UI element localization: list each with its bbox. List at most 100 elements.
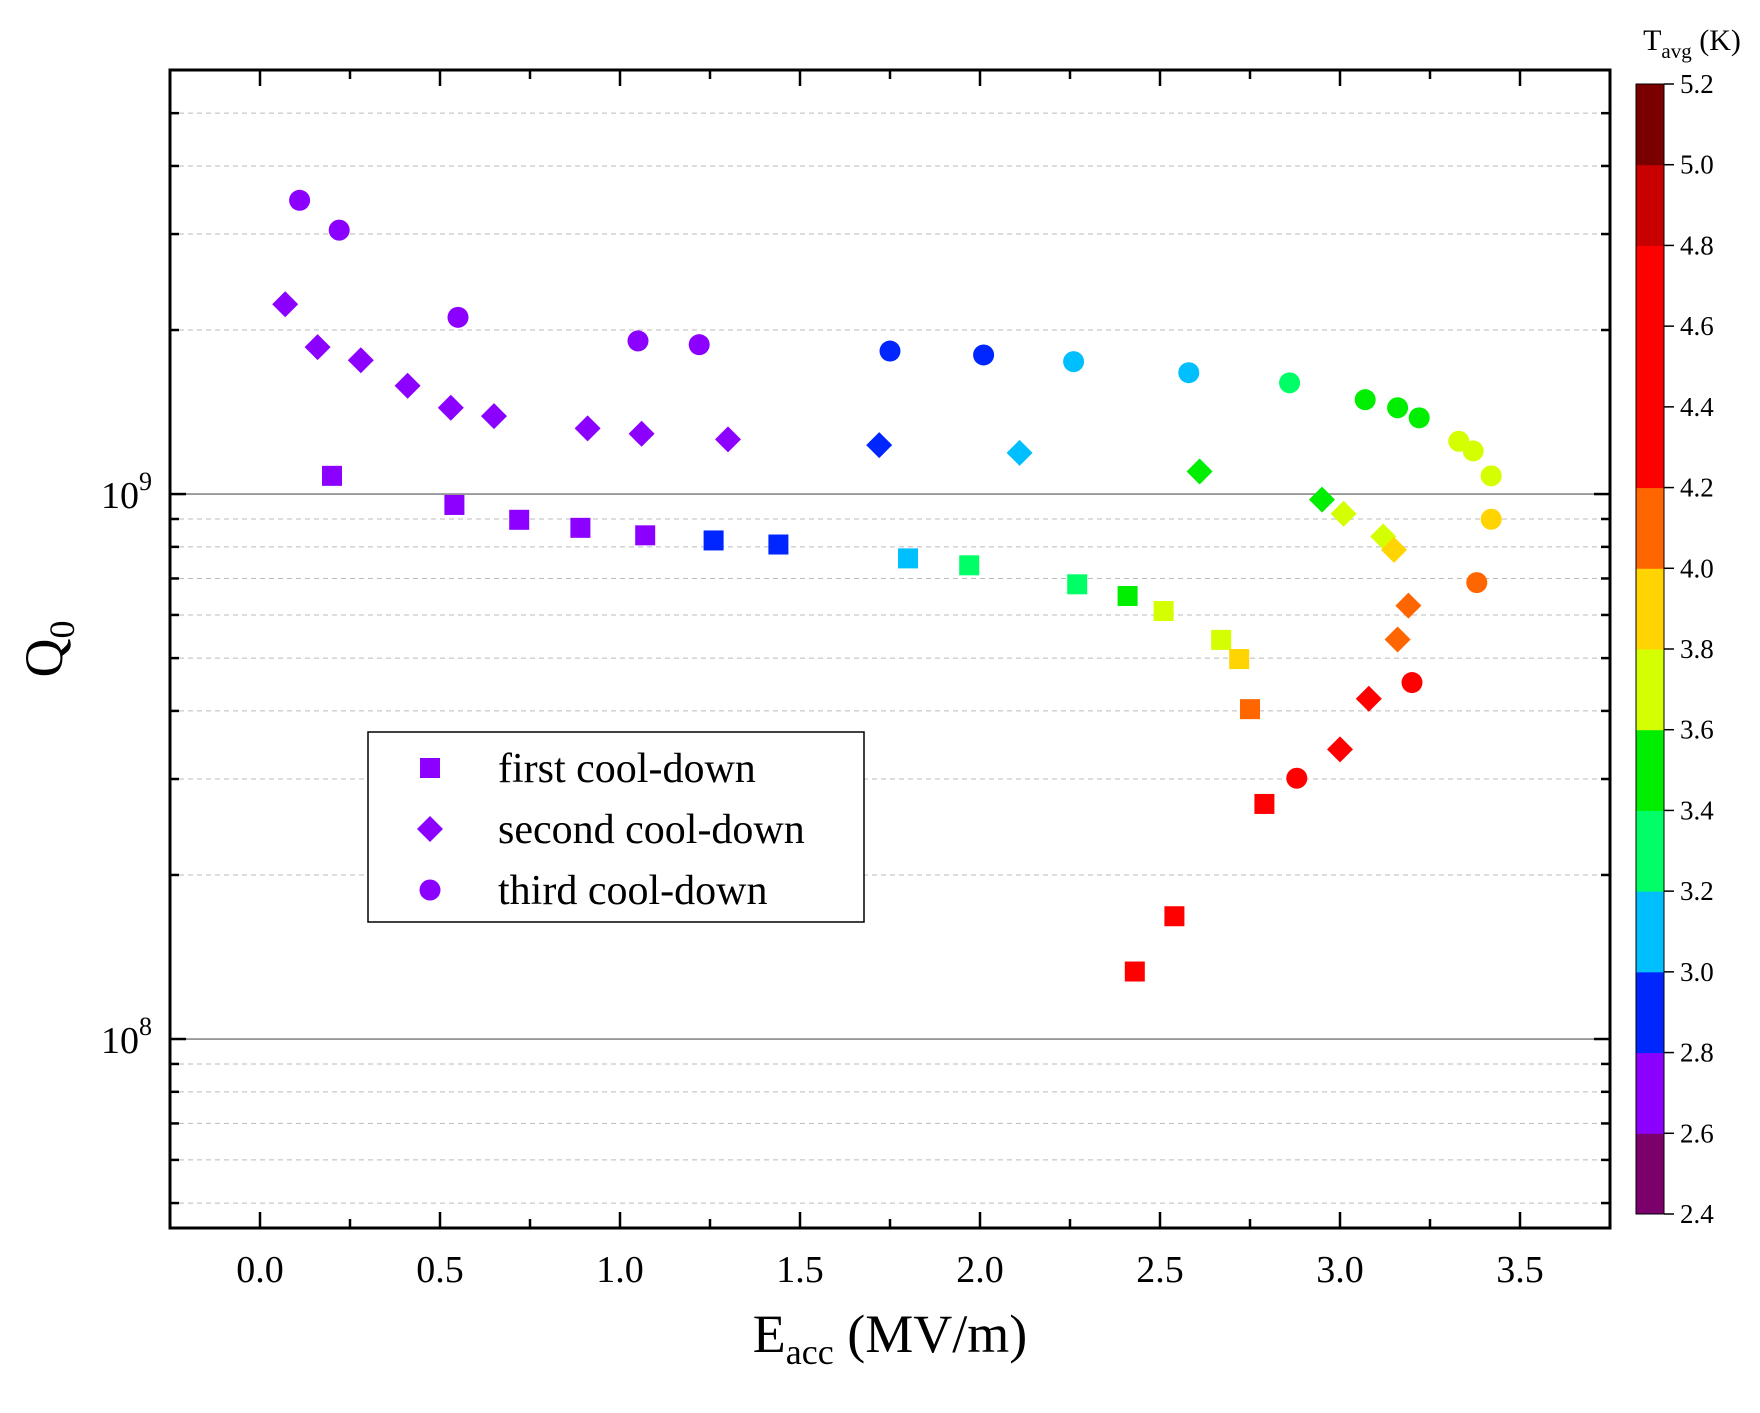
plot-frame: [168, 68, 1612, 1230]
colorbar-segment: [1636, 568, 1664, 650]
data-point-diamond: [1327, 736, 1353, 763]
data-point-square: [1229, 649, 1250, 670]
colorbar-tick-label: 3.4: [1680, 795, 1714, 825]
data-point-square: [570, 517, 591, 538]
data-point-diamond: [1330, 500, 1357, 527]
colorbar: 2.4 2.6 2.8 3.0 3.2 3.4 3.6 3.8 4.0 4.2 4.4 4.6 4.8 5…: [1635, 24, 1741, 1229]
data-point-circle: [1480, 465, 1502, 487]
colorbar-segment: [1636, 971, 1664, 1054]
x-axis-title: Eacc (MV/m): [753, 1304, 1027, 1372]
data-point-diamond: [1186, 458, 1213, 485]
data-point-circle: [1466, 572, 1488, 594]
data-point-diamond: [304, 334, 331, 361]
data-point-circle: [688, 334, 710, 356]
data-point-square: [768, 534, 789, 555]
data-point-square: [1067, 574, 1088, 595]
axis-ticks: [168, 68, 1612, 1228]
y-tick-label: 108: [101, 1012, 152, 1062]
colorbar-tick-label: 2.8: [1680, 1038, 1714, 1068]
data-point-diamond: [1381, 536, 1407, 563]
data-point-circle: [1286, 767, 1308, 789]
data-point-circle: [1178, 362, 1200, 384]
legend-label: second cool-down: [498, 807, 805, 853]
y-tick-label: 109: [101, 467, 152, 517]
data-point-circle: [447, 306, 469, 328]
data-point-circle: [1063, 351, 1085, 373]
x-tick-label: 3.5: [1496, 1249, 1544, 1291]
x-tick-label: 1.5: [776, 1249, 824, 1291]
series-1-points: [322, 465, 1275, 982]
series-2-points: [272, 291, 1422, 763]
data-point-diamond: [1309, 486, 1335, 513]
data-point-circle: [1462, 440, 1484, 462]
data-point-diamond: [1006, 439, 1033, 466]
colorbar-tick-label: 2.4: [1680, 1199, 1714, 1229]
colorbar-tick-label: 3.8: [1680, 634, 1714, 664]
x-tick-label: 1.0: [596, 1249, 644, 1291]
data-point-square: [1254, 793, 1275, 814]
data-point-square: [1164, 906, 1185, 927]
data-point-square: [509, 509, 530, 530]
data-point-square: [1117, 586, 1138, 607]
colorbar-tick-label: 4.4: [1680, 392, 1714, 422]
colorbar-segment: [1636, 84, 1664, 166]
data-point-square: [898, 548, 918, 569]
legend-box: [367, 731, 865, 923]
y-axis-title-subscript: 0: [42, 621, 82, 639]
colorbar-segment: [1636, 729, 1664, 811]
data-point-square: [1240, 699, 1260, 720]
data-point-circle: [1480, 508, 1502, 530]
data-point-circle: [1408, 407, 1430, 429]
x-axis-title-subscript: acc: [786, 1332, 834, 1372]
data-point-diamond: [272, 291, 299, 318]
x-tick-label: 2.0: [956, 1249, 1004, 1291]
data-point-circle: [289, 189, 311, 211]
data-point-diamond: [481, 403, 507, 430]
colorbar-segment: [1636, 891, 1664, 973]
colorbar-tick-label: 4.6: [1680, 311, 1714, 341]
data-point-diamond: [866, 432, 893, 459]
data-point-circle: [1354, 389, 1376, 411]
colorbar-segment: [1636, 164, 1664, 246]
colorbar-tick-label: 3.6: [1680, 715, 1714, 745]
x-tick-label: 0.0: [236, 1249, 284, 1291]
data-point-diamond: [1355, 685, 1382, 712]
data-points: [272, 189, 1502, 982]
colorbar-title-subscript: avg: [1661, 39, 1692, 63]
legend-marker-square: [420, 758, 440, 778]
colorbar-tick-label: 4.0: [1680, 553, 1714, 583]
colorbar-segment: [1636, 406, 1664, 489]
data-point-circle: [1387, 397, 1409, 419]
data-point-diamond: [437, 394, 464, 421]
colorbar-tick-label: 4.8: [1680, 230, 1714, 260]
legend-item: second cool-down: [417, 807, 805, 853]
legend-item: third cool-down: [419, 868, 767, 914]
colorbar-segment: [1636, 487, 1664, 569]
legend-label: third cool-down: [498, 868, 767, 914]
legend-marker-circle: [419, 879, 441, 901]
data-point-square: [1211, 629, 1232, 650]
data-point-square: [444, 494, 465, 515]
tick-labels: 108 109 0.0 0.5 1.0 1.5 2.0 2.5 3.0 3.5: [101, 467, 1544, 1291]
colorbar-tick-label: 3.2: [1680, 876, 1714, 906]
colorbar-segment: [1636, 810, 1664, 892]
colorbar-tick-label: 3.0: [1680, 957, 1714, 987]
colorbar-segment: [1636, 326, 1664, 408]
data-point-diamond: [394, 372, 421, 399]
legend: first cool-down second cool-down third coo…: [367, 731, 865, 923]
data-point-square: [703, 530, 724, 551]
colorbar-segment: [1636, 1133, 1664, 1215]
data-point-circle: [1279, 372, 1301, 394]
legend-marker-diamond: [417, 816, 443, 842]
data-point-square: [635, 525, 656, 546]
data-point-diamond: [574, 415, 601, 442]
data-point-circle: [879, 340, 901, 362]
legend-item: first cool-down: [420, 746, 756, 792]
legend-label: first cool-down: [498, 746, 756, 792]
series-3-points: [289, 189, 1502, 789]
colorbar-segment: [1636, 245, 1664, 327]
colorbar-segment: [1636, 1052, 1664, 1134]
data-point-diamond: [715, 426, 741, 453]
